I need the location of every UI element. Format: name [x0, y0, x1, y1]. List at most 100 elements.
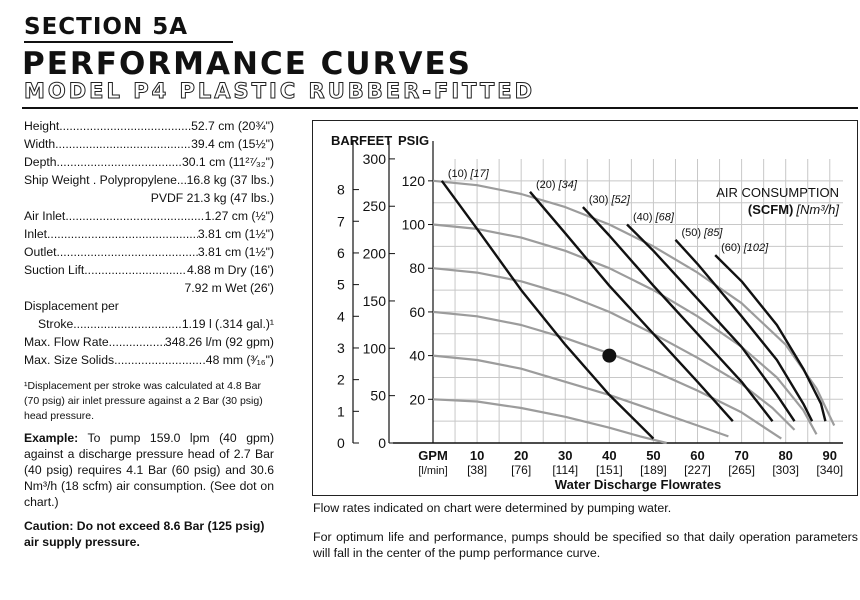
specs-panel: Height 52.7 cm (20¾")Width 39.4 cm (15½"… [24, 117, 274, 550]
example-label: Example: [24, 431, 79, 445]
chart-frame: BAR FEET PSIG 0 1 2 3 4 5 6 7 8 0 50 100 150 200 250 300 20… [312, 120, 858, 496]
lmin-tick-label: [265] [728, 463, 755, 477]
spec-row: Suction Lift 4.88 m Dry (16') [24, 261, 274, 279]
spec-value: 30.1 cm (11²⁷⁄₃₂") [181, 155, 274, 169]
leader-dots [59, 117, 191, 135]
pressure-curve [432, 223, 818, 435]
spec-value: 3.81 cm (1½") [197, 245, 274, 259]
feet-tick-label: 150 [363, 293, 387, 309]
caution-note: Caution: Do not exceed 8.6 Bar (125 psig… [24, 519, 265, 549]
gpm-tick-label: 60 [690, 448, 704, 463]
section-underline [24, 41, 233, 43]
spec-label: Max. Flow Rate [24, 335, 109, 349]
spec-label: Height [24, 119, 60, 133]
air-curve-label: (50) [85] [681, 227, 723, 239]
bar-tick-label: 7 [337, 213, 345, 229]
gpm-tick-label: 70 [734, 448, 748, 463]
optimum-note: For optimum life and performance, pumps … [313, 530, 858, 560]
lmin-tick-label: [303] [772, 463, 799, 477]
spec-value: 3.81 cm (1½") [197, 227, 274, 241]
spec-row: Displacement per [24, 297, 274, 315]
spec-row: Depth 30.1 cm (11²⁷⁄₃₂") [24, 153, 274, 171]
air-consumption-curve [674, 238, 814, 422]
gpm-tick-label: 30 [558, 448, 572, 463]
bar-tick-label: 2 [337, 372, 345, 388]
leader-dots [84, 261, 187, 279]
spec-value: 1.19 l (.314 gal.)¹ [181, 317, 274, 331]
feet-tick-label: 0 [378, 435, 386, 451]
leader-dots [55, 135, 191, 153]
spec-row: 7.92 m Wet (26') [24, 279, 274, 297]
air-consumption-curve [582, 206, 774, 422]
leader-dots [177, 171, 187, 189]
spec-label: Max. Size Solids [24, 353, 115, 367]
bar-tick-label: 6 [337, 245, 345, 261]
spec-row: Max. Flow Rate 348.26 l/m (92 gpm) [24, 333, 274, 351]
spec-label: Suction Lift [24, 263, 85, 277]
footnote: ¹Displacement per stroke was calculated … [24, 380, 263, 422]
air-curve-nm3h: [52] [610, 194, 630, 206]
air-curve-label: (20) [34] [536, 179, 578, 191]
air-consumption-curve [440, 180, 655, 440]
spec-row: Width 39.4 cm (15½") [24, 135, 274, 153]
leader-dots [109, 333, 165, 351]
gpm-tick-label: 90 [823, 448, 837, 463]
feet-tick-label: 300 [363, 151, 387, 167]
psig-tick-label: 20 [409, 391, 425, 407]
pressure-curve [432, 354, 729, 438]
feet-tick-label: 50 [370, 388, 386, 404]
x-axis-title: Water Discharge Flowrates [555, 477, 721, 492]
spec-value: 7.92 m Wet (26') [184, 281, 274, 295]
spec-row: PVDF 21.3 kg (47 lbs.) [24, 189, 274, 207]
lmin-tick-label: [227] [684, 463, 711, 477]
leader-dots [47, 225, 198, 243]
leader-dots [65, 207, 204, 225]
air-curve-label: (30) [52] [589, 194, 631, 206]
air-curve-scfm: (20) [536, 179, 556, 191]
legend-units-nm3h: [Nm³/h] [795, 202, 839, 217]
leader-dots [73, 315, 182, 333]
air-curve-label: (60) [102] [721, 242, 769, 254]
air-curve-nm3h: [102] [743, 242, 769, 254]
spec-value: 1.27 cm (½") [204, 209, 274, 223]
gpm-label: GPM [418, 448, 448, 463]
legend-units-scfm: (SCFM) [748, 202, 794, 217]
legend-units: (SCFM) [Nm³/h] [748, 202, 840, 217]
bar-tick-label: 5 [337, 277, 345, 293]
spec-value: 52.7 cm (20¾") [191, 119, 274, 133]
operating-point-dot [602, 348, 617, 363]
air-curve-scfm: (10) [448, 168, 468, 180]
spec-label: Air Inlet [24, 209, 66, 223]
air-consumption-curve [714, 254, 827, 422]
air-curve-nm3h: [85] [703, 227, 723, 239]
example-paragraph: Example: To pump 159.0 lpm (40 gpm) agai… [24, 430, 274, 510]
page-title: PERFORMANCE CURVES [22, 46, 472, 82]
air-curve-label: (40) [68] [633, 212, 675, 224]
spec-label: Outlet [24, 245, 57, 259]
spec-value: 348.26 l/m (92 gpm) [164, 335, 274, 349]
pressure-curve [432, 398, 667, 445]
air-curve-scfm: (30) [589, 194, 609, 206]
spec-label: Width [24, 137, 56, 151]
pressure-curve [432, 310, 782, 440]
spec-value: 16.8 kg (37 lbs.) [186, 173, 274, 187]
lmin-tick-label: [38] [467, 463, 487, 477]
spec-value: .48 mm (³⁄₁₆") [202, 353, 274, 367]
lmin-tick-label: [189] [640, 463, 667, 477]
feet-axis-title: FEET [359, 133, 392, 148]
gpm-tick-label: 40 [602, 448, 616, 463]
spec-row: Outlet 3.81 cm (1½") [24, 243, 274, 261]
psig-tick-label: 60 [409, 304, 425, 320]
psig-tick-label: 100 [402, 217, 426, 233]
pressure-curve [432, 179, 836, 426]
bar-tick-label: 8 [337, 182, 345, 198]
spec-row: Height 52.7 cm (20¾") [24, 117, 274, 135]
leader-dots [57, 153, 182, 171]
bar-tick-label: 1 [337, 403, 345, 419]
model-title: MODEL P4 PLASTIC RUBBER-FITTED [23, 79, 536, 104]
lmin-tick-label: [151] [596, 463, 623, 477]
gpm-tick-label: 10 [470, 448, 484, 463]
performance-chart: BAR FEET PSIG01234567805010015020025030020… [331, 133, 843, 492]
air-curve-scfm: (60) [721, 242, 741, 254]
gpm-tick-label: 20 [514, 448, 528, 463]
